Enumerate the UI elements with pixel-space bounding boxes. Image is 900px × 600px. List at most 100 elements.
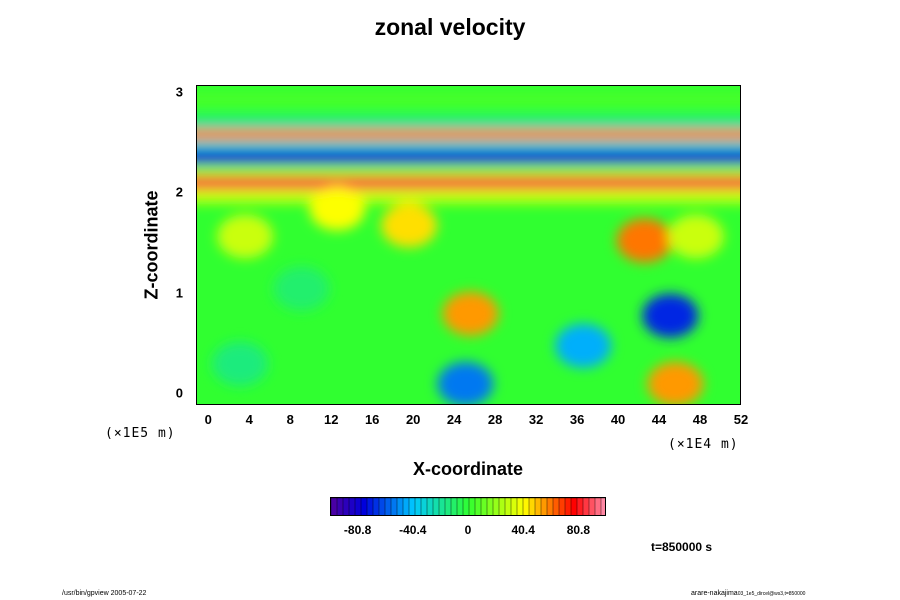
footer-right-main: arare-nakajima [691, 590, 738, 597]
x-tick-label-6: 24 [446, 412, 462, 427]
colorbar-swatch-32 [522, 498, 530, 515]
footer-right: arare-nakajima03_1e5_dircel@ws3,t=850000 [691, 590, 805, 597]
colorbar [330, 497, 606, 516]
velocity-band-2 [197, 129, 740, 144]
velocity-feature-7 [555, 323, 612, 368]
colorbar-swatch-4 [354, 498, 362, 515]
colorbar-swatch-2 [342, 498, 350, 515]
velocity-band-1 [197, 118, 740, 133]
colorbar-swatch-38 [558, 498, 566, 515]
colorbar-swatch-0 [331, 498, 338, 515]
velocity-feature-9 [667, 214, 724, 259]
colorbar-swatch-37 [552, 498, 560, 515]
heatmap-svg [197, 92, 740, 404]
heatmap-plot-area [196, 85, 741, 405]
velocity-feature-1 [642, 293, 699, 338]
velocity-band-6 [197, 176, 740, 191]
x-tick-label-5: 20 [405, 412, 421, 427]
colorbar-swatch-28 [498, 498, 506, 515]
velocity-feature-3 [647, 361, 704, 404]
colorbar-swatch-31 [516, 498, 524, 515]
y-tick-label-0: 0 [175, 385, 183, 401]
y-tick-label-1: 1 [175, 285, 183, 301]
colorbar-swatch-44 [594, 498, 602, 515]
y-axis-label: Z-coordinate [141, 190, 162, 300]
colorbar-swatch-20 [450, 498, 458, 515]
y-axis-unit: (×1E5 m) [105, 426, 176, 441]
colorbar-swatch-18 [438, 498, 446, 515]
colorbar-swatch-16 [426, 498, 434, 515]
velocity-feature-8 [217, 214, 274, 259]
colorbar-swatch-12 [402, 498, 410, 515]
chart-title: zonal velocity [374, 14, 526, 40]
velocity-feature-5 [381, 203, 438, 248]
colorbar-swatch-33 [528, 498, 536, 515]
velocity-feature-4 [309, 186, 366, 231]
x-tick-label-8: 32 [528, 412, 544, 427]
colorbar-swatch-24 [474, 498, 482, 515]
x-tick-label-3: 12 [323, 412, 339, 427]
colorbar-tick-label-2: 0 [464, 523, 472, 537]
velocity-feature-0 [442, 291, 499, 336]
colorbar-swatch-8 [378, 498, 386, 515]
x-tick-label-12: 48 [692, 412, 708, 427]
colorbar-swatch-34 [534, 498, 542, 515]
velocity-band-7 [197, 189, 740, 204]
x-tick-label-4: 16 [364, 412, 380, 427]
x-tick-label-1: 4 [245, 412, 253, 427]
colorbar-tick-label-0: -80.8 [343, 523, 372, 537]
y-tick-label-2: 2 [175, 184, 183, 200]
colorbar-swatch-21 [456, 498, 464, 515]
colorbar-swatch-22 [462, 498, 470, 515]
colorbar-swatch-11 [396, 498, 404, 515]
colorbar-swatch-19 [444, 498, 452, 515]
x-tick-label-10: 40 [610, 412, 626, 427]
x-tick-label-2: 8 [286, 412, 294, 427]
x-tick-label-11: 44 [651, 412, 667, 427]
velocity-feature-6 [616, 218, 673, 263]
time-label: t=850000 s [651, 540, 713, 554]
colorbar-swatch-14 [414, 498, 422, 515]
colorbar-tick-label-4: 80.8 [566, 523, 591, 537]
colorbar-swatch-39 [564, 498, 572, 515]
colorbar-swatch-36 [546, 498, 554, 515]
colorbar-tick-label-1: -40.4 [399, 523, 427, 537]
footer-right-small: 03_1e5_dircel@ws3,t=850000 [737, 591, 806, 597]
colorbar-tick-label-3: 40.4 [511, 523, 535, 537]
x-tick-label-9: 36 [569, 412, 585, 427]
colorbar-swatch-43 [588, 498, 596, 515]
colorbar-swatch-42 [582, 498, 590, 515]
y-tick-label-3: 3 [175, 84, 183, 100]
colorbar-swatch-6 [366, 498, 374, 515]
velocity-band-0 [197, 92, 740, 107]
colorbar-swatch-40 [570, 498, 578, 515]
colorbar-swatch-15 [420, 498, 428, 515]
colorbar-swatch-29 [504, 498, 512, 515]
colorbar-swatch-10 [390, 498, 398, 515]
colorbar-swatch-35 [540, 498, 548, 515]
colorbar-swatch-25 [480, 498, 488, 515]
colorbar-swatch-17 [432, 498, 440, 515]
colorbar-swatch-1 [336, 498, 344, 515]
x-axis-unit: (×1E4 m) [668, 437, 739, 452]
x-tick-label-0: 0 [204, 412, 212, 427]
colorbar-swatch-41 [576, 498, 584, 515]
x-axis-label: X-coordinate [412, 459, 523, 479]
colorbar-svg [331, 498, 605, 515]
colorbar-swatch-9 [384, 498, 392, 515]
colorbar-swatch-45 [600, 498, 605, 515]
colorbar-swatch-13 [408, 498, 416, 515]
velocity-band-4 [197, 150, 740, 165]
colorbar-swatch-7 [372, 498, 380, 515]
x-tick-label-7: 28 [487, 412, 503, 427]
velocity-feature-11 [212, 341, 269, 386]
velocity-feature-2 [437, 361, 494, 404]
colorbar-swatch-27 [492, 498, 500, 515]
footer-left: /usr/bin/gpview 2005-07-22 [62, 590, 147, 597]
colorbar-swatch-5 [360, 498, 368, 515]
x-tick-label-13: 52 [733, 412, 749, 427]
velocity-feature-10 [273, 266, 330, 311]
colorbar-swatch-23 [468, 498, 476, 515]
colorbar-swatch-3 [348, 498, 356, 515]
colorbar-swatch-26 [486, 498, 494, 515]
